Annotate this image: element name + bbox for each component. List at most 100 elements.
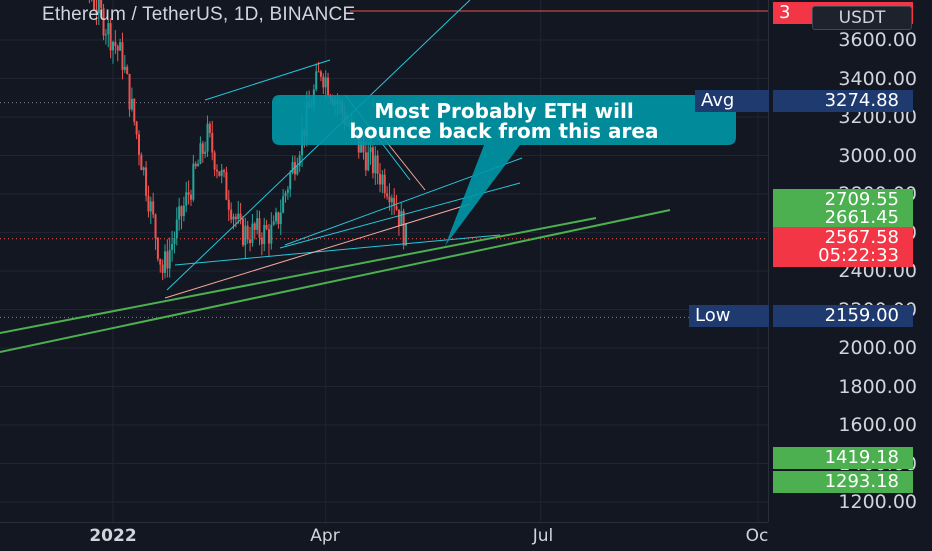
candle-body (258, 218, 261, 238)
time-axis[interactable] (0, 522, 768, 551)
time-tick-1: Apr (310, 526, 340, 546)
candle-body (130, 98, 133, 110)
time-tick-3: Oc (745, 526, 769, 546)
candle-body (159, 258, 162, 265)
candle-body (97, 0, 100, 14)
candle-body (149, 201, 152, 212)
candle-body (400, 211, 403, 226)
candle-body (279, 212, 282, 225)
candle-body (284, 192, 287, 197)
candle-body (256, 218, 259, 230)
candle-body (218, 171, 221, 176)
time-tick-0: 2022 (89, 526, 137, 546)
callout-text: Most Probably ETH will bounce back from … (274, 101, 734, 141)
candle-body (109, 23, 112, 51)
price-tick-12: 1200.00 (838, 491, 917, 513)
price-tick-1: 3400.00 (838, 67, 917, 90)
level-label-low-2: 1293.18 (773, 471, 913, 493)
candle-body (178, 206, 181, 220)
candle-body (114, 41, 117, 47)
candle-body (327, 77, 330, 96)
trendline-cyan-6 (204, 59, 331, 101)
candle-body (315, 71, 318, 90)
candle-body (376, 155, 379, 174)
candle-body (244, 225, 247, 246)
candle-body (275, 212, 278, 222)
candle-body (381, 174, 384, 185)
candle-body (192, 163, 195, 200)
candle-body (208, 123, 211, 133)
bar-countdown: 05:22:33 (818, 245, 899, 266)
candle-body (362, 142, 365, 153)
candle-body (100, 0, 103, 9)
callout-line-2: bounce back from this area (349, 119, 659, 143)
candle-body (142, 167, 145, 171)
candle-body (137, 134, 140, 155)
candle-body (383, 174, 386, 194)
candle-body (175, 219, 178, 239)
currency-button[interactable]: USDT (812, 6, 912, 30)
candle-body (189, 194, 192, 200)
candle-body (272, 221, 275, 225)
candle-body (133, 98, 136, 122)
candle-body (185, 192, 188, 206)
candle-body (324, 77, 327, 88)
trendline-green-1 (0, 209, 671, 353)
candle-body (107, 23, 110, 35)
candle-body (369, 147, 372, 153)
candle-body (249, 239, 252, 243)
candle-body (128, 73, 131, 110)
candle-body (135, 121, 138, 135)
candle-body (168, 249, 171, 269)
candle-body (116, 46, 119, 51)
candle-body (140, 154, 143, 171)
chart-area[interactable]: Ethereum / TetherUS, 1D, BINANCE Most Pr… (0, 0, 768, 522)
candle-body (166, 251, 169, 269)
candle-body (397, 209, 400, 226)
candle-body (201, 143, 204, 154)
candle-body (182, 205, 185, 217)
callout-bubble (272, 95, 736, 246)
candle-body (230, 209, 233, 220)
candle-body (291, 162, 294, 174)
trendline-salmon-2 (384, 139, 426, 191)
candle-body (206, 123, 209, 152)
candle-body (241, 218, 244, 246)
candle-body (317, 71, 320, 73)
low-name-label: Low (689, 305, 769, 327)
candle-body (197, 163, 200, 167)
candle-body (211, 132, 214, 153)
candle-body (123, 66, 126, 70)
last-price-value: 2567.58 (824, 227, 899, 248)
candle-body (223, 170, 226, 173)
trendline-salmon-1 (164, 203, 471, 299)
candle-body (265, 225, 268, 230)
candle-body (239, 213, 242, 219)
candle-body (225, 172, 228, 200)
candle-body (386, 193, 389, 197)
last-price-label: 2567.58 05:22:33 (773, 227, 913, 267)
candle-body (360, 142, 363, 153)
candle-body (277, 212, 280, 225)
candle-body (286, 189, 289, 193)
candle-body (171, 243, 174, 250)
candle-body (156, 237, 159, 259)
candle-body (405, 223, 408, 246)
symbol-title: Ethereum / TetherUS, 1D, BINANCE (42, 4, 356, 25)
trendline-green-2 (0, 217, 597, 334)
callout-line-1: Most Probably ETH will (374, 99, 634, 123)
candle-body (180, 206, 183, 217)
price-chart[interactable] (0, 0, 768, 522)
candle-body (246, 225, 249, 240)
candle-body (390, 197, 393, 203)
candle-body (251, 223, 254, 243)
candle-body (260, 237, 263, 245)
candle-body (232, 216, 235, 220)
candle-body (402, 211, 405, 246)
candle-body (298, 155, 301, 166)
candle-body (379, 173, 382, 185)
candle-body (388, 196, 391, 203)
candle-body (319, 71, 322, 77)
candle-body (199, 143, 202, 164)
candle-body (102, 8, 105, 36)
